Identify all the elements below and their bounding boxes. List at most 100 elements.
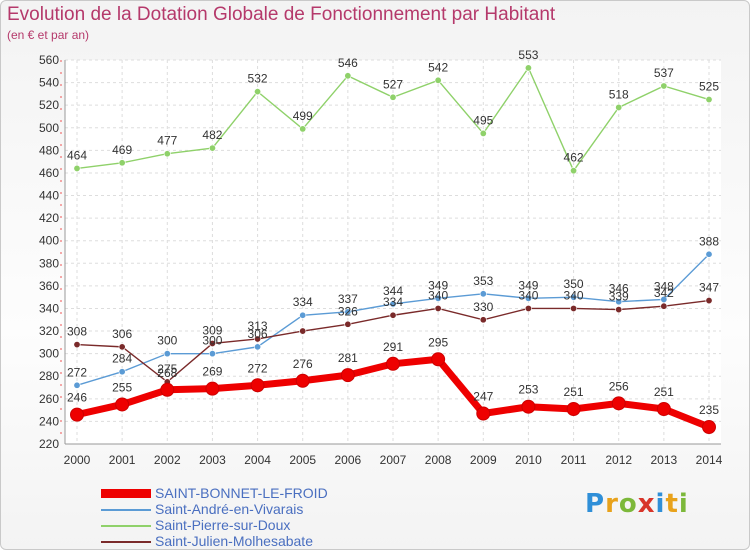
data-label: 527 bbox=[383, 77, 403, 91]
data-label: 346 bbox=[609, 282, 629, 296]
data-point bbox=[299, 125, 307, 133]
data-label: 295 bbox=[428, 335, 448, 349]
data-point bbox=[431, 352, 446, 367]
data-point bbox=[208, 339, 216, 347]
data-point bbox=[73, 381, 81, 389]
data-label: 495 bbox=[473, 113, 493, 127]
data-label: 340 bbox=[518, 288, 538, 302]
data-point bbox=[656, 401, 671, 416]
x-tick-label: 2013 bbox=[651, 453, 678, 467]
chart-subtitle: (en € et par an) bbox=[7, 28, 90, 42]
y-tick-label: 240 bbox=[39, 414, 59, 428]
data-label: 247 bbox=[473, 390, 493, 404]
data-label: 348 bbox=[654, 279, 674, 293]
y-tick-label: 560 bbox=[39, 53, 59, 67]
data-point bbox=[389, 311, 397, 319]
data-label: 469 bbox=[112, 143, 132, 157]
y-tick-label: 460 bbox=[39, 166, 59, 180]
data-point bbox=[205, 381, 220, 396]
data-point bbox=[434, 304, 442, 312]
data-label: 306 bbox=[248, 327, 268, 341]
data-label: 340 bbox=[564, 288, 584, 302]
y-tick-label: 360 bbox=[39, 279, 59, 293]
data-label: 253 bbox=[518, 383, 538, 397]
data-point bbox=[570, 304, 578, 312]
logo-letter: i bbox=[678, 489, 689, 519]
data-point bbox=[434, 76, 442, 84]
data-point bbox=[254, 343, 262, 351]
data-label: 546 bbox=[338, 56, 358, 70]
y-tick-label: 500 bbox=[39, 121, 59, 135]
data-label: 462 bbox=[564, 151, 584, 165]
data-point bbox=[521, 399, 536, 414]
legend-swatch bbox=[101, 541, 151, 543]
data-label: 272 bbox=[248, 361, 268, 375]
x-tick-label: 2010 bbox=[515, 453, 542, 467]
data-point bbox=[479, 129, 487, 137]
data-label: 482 bbox=[202, 128, 222, 142]
logo-letter: P bbox=[585, 489, 606, 519]
data-point bbox=[705, 96, 713, 104]
proxiti-logo: Proxiti bbox=[585, 489, 689, 519]
chart-title: Evolution de la Dotation Globale de Fonc… bbox=[7, 4, 556, 25]
data-point bbox=[163, 150, 171, 158]
y-tick-label: 260 bbox=[39, 392, 59, 406]
data-point bbox=[389, 300, 397, 308]
data-point bbox=[118, 159, 126, 167]
data-label: 499 bbox=[293, 109, 313, 123]
data-label: 275 bbox=[157, 362, 177, 376]
x-tick-label: 2005 bbox=[289, 453, 316, 467]
data-point bbox=[702, 420, 716, 435]
x-tick-label: 2006 bbox=[335, 453, 362, 467]
logo-letter: o bbox=[618, 489, 638, 519]
data-point bbox=[344, 72, 352, 80]
data-point bbox=[660, 82, 668, 90]
data-point bbox=[299, 327, 307, 335]
data-label: 251 bbox=[654, 385, 674, 399]
data-point bbox=[524, 64, 532, 72]
data-label: 553 bbox=[518, 48, 538, 62]
data-label: 272 bbox=[67, 365, 87, 379]
data-point bbox=[479, 290, 487, 298]
data-point bbox=[389, 93, 397, 101]
data-point bbox=[615, 298, 623, 306]
data-point bbox=[570, 293, 578, 301]
y-tick-label: 320 bbox=[39, 324, 59, 338]
data-label: 477 bbox=[157, 134, 177, 148]
x-tick-label: 2007 bbox=[380, 453, 407, 467]
x-tick-label: 2014 bbox=[696, 453, 723, 467]
data-point bbox=[299, 311, 307, 319]
y-tick-label: 220 bbox=[39, 437, 59, 451]
data-point bbox=[208, 350, 216, 358]
y-tick-label: 340 bbox=[39, 301, 59, 315]
logo-letter: i bbox=[655, 489, 666, 519]
x-tick-label: 2012 bbox=[605, 453, 632, 467]
data-label: 256 bbox=[609, 379, 629, 393]
data-label: 255 bbox=[112, 380, 132, 394]
data-label: 300 bbox=[202, 334, 222, 348]
y-tick-label: 420 bbox=[39, 211, 59, 225]
data-label: 388 bbox=[699, 234, 719, 248]
data-point bbox=[434, 294, 442, 302]
legend-label: Saint-Pierre-sur-Doux bbox=[155, 517, 291, 533]
data-label: 518 bbox=[609, 87, 629, 101]
data-point bbox=[566, 401, 581, 416]
data-point bbox=[524, 294, 532, 302]
x-tick-label: 2009 bbox=[470, 453, 497, 467]
data-point bbox=[344, 308, 352, 316]
data-label: 334 bbox=[293, 295, 313, 309]
logo-letter: x bbox=[637, 489, 656, 519]
data-point bbox=[70, 407, 84, 422]
legend-swatch bbox=[101, 489, 151, 498]
data-point bbox=[118, 368, 126, 376]
data-label: 268 bbox=[157, 366, 177, 380]
data-point bbox=[615, 306, 623, 314]
data-label: 342 bbox=[654, 286, 674, 300]
legend-swatch bbox=[101, 509, 151, 511]
x-tick-label: 2004 bbox=[244, 453, 271, 467]
data-label: 339 bbox=[609, 290, 629, 304]
y-tick-label: 400 bbox=[39, 234, 59, 248]
data-label: 337 bbox=[338, 292, 358, 306]
data-point bbox=[611, 396, 626, 411]
legend-swatch bbox=[101, 525, 151, 527]
